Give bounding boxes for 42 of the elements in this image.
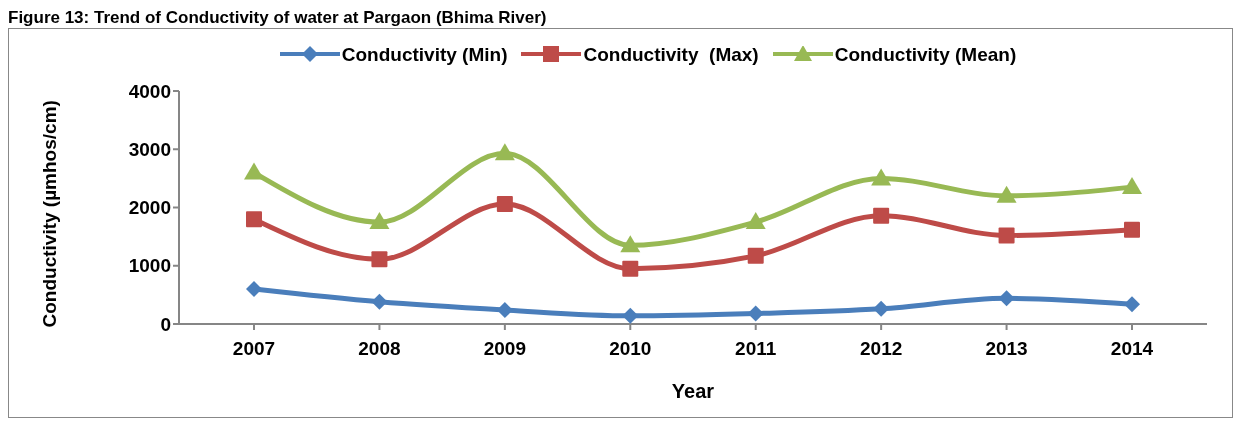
legend-label: Conductivity (Max) bbox=[582, 44, 759, 66]
point bbox=[996, 185, 1017, 203]
point bbox=[622, 260, 639, 277]
point bbox=[244, 162, 264, 180]
x-tick-label: 2009 bbox=[483, 338, 526, 360]
point bbox=[873, 300, 890, 317]
chart-title: Figure 13: Trend of Conductivity of water at Pargaon (Bhima River) bbox=[8, 8, 548, 28]
x-tick-label: 2014 bbox=[1110, 338, 1154, 360]
y-tick-label: 4000 bbox=[128, 80, 171, 102]
point bbox=[747, 305, 764, 322]
point bbox=[371, 293, 388, 310]
x-tick-label: 2007 bbox=[232, 338, 276, 360]
x-tick-label: 2012 bbox=[860, 338, 903, 360]
y-tick-label: 2000 bbox=[128, 197, 171, 219]
y-tick-label: 1000 bbox=[128, 255, 171, 277]
point bbox=[747, 247, 764, 264]
legend-label: Conductivity (Min) bbox=[340, 44, 508, 66]
point bbox=[873, 207, 890, 224]
point bbox=[1122, 177, 1142, 195]
x-tick-label: 2013 bbox=[985, 338, 1028, 360]
point bbox=[998, 227, 1015, 244]
legend-label: Conductivity (Mean) bbox=[833, 44, 1017, 66]
point bbox=[369, 212, 390, 230]
y-tick-label: 3000 bbox=[128, 138, 171, 160]
point bbox=[871, 168, 892, 186]
x-tick-label: 2011 bbox=[735, 338, 777, 360]
point bbox=[494, 143, 515, 161]
point bbox=[371, 251, 388, 268]
x-tick-label: 2010 bbox=[609, 338, 652, 360]
point bbox=[622, 307, 639, 324]
y-axis-title: Conductivity (µmhos/cm) bbox=[38, 100, 60, 328]
point bbox=[998, 290, 1015, 307]
point bbox=[745, 212, 766, 230]
point bbox=[1124, 221, 1140, 238]
x-tick-label: 2008 bbox=[358, 338, 401, 360]
point bbox=[496, 196, 513, 213]
point bbox=[620, 235, 641, 253]
point bbox=[246, 281, 262, 298]
y-tick-label: 0 bbox=[160, 313, 171, 335]
point bbox=[1124, 296, 1140, 313]
point bbox=[246, 211, 262, 228]
x-axis-title: Year bbox=[671, 380, 715, 402]
